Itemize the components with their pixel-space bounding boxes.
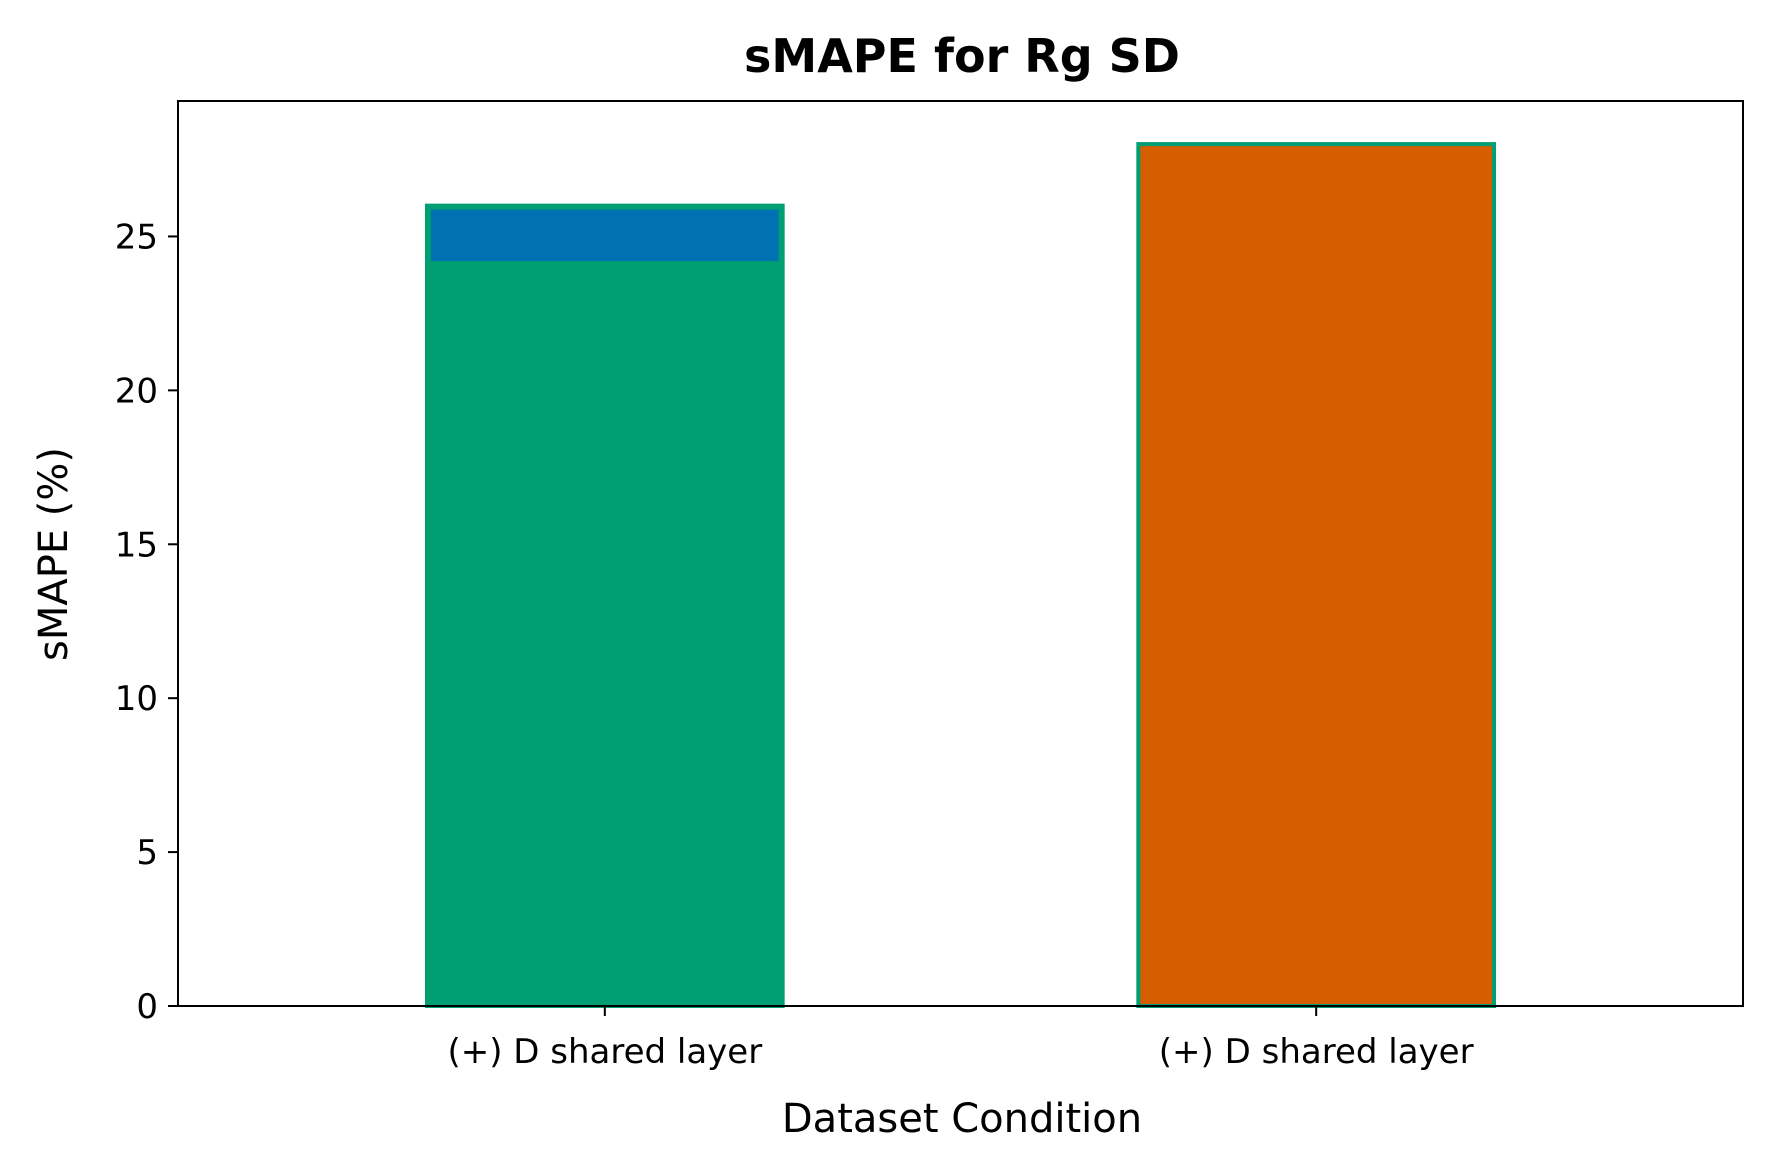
y-tick-label-25: 25 [115,217,158,257]
chart-title: sMAPE for Rg SD [744,29,1180,83]
y-tick-label-20: 20 [115,371,158,411]
y-tick-label-5: 5 [136,833,158,873]
bar-1 [424,203,785,1009]
x-axis: (+) D shared layer (+) D shared layer [447,1006,1474,1072]
bars-layer [424,142,1497,1009]
y-axis-label: sMAPE (%) [31,447,77,661]
y-axis: 0 5 10 15 20 25 [115,217,178,1027]
x-tick-label-2: (+) D shared layer [1159,1032,1474,1072]
bar-2 [1136,142,1497,1009]
x-axis-label: Dataset Condition [782,1096,1142,1142]
y-tick-label-0: 0 [136,987,158,1027]
bar-1-highlight [430,209,779,262]
x-tick-label-1: (+) D shared layer [447,1032,762,1072]
y-tick-label-15: 15 [115,525,158,565]
y-tick-label-10: 10 [115,679,158,719]
plot-frame [177,100,1744,1007]
